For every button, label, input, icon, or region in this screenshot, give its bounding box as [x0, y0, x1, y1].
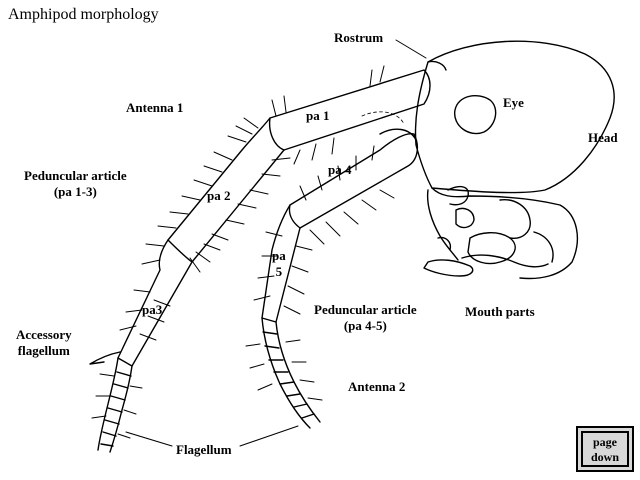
mouthpart-8: [499, 199, 531, 239]
label-antenna-2: Antenna 2: [348, 379, 406, 394]
label-eye: Eye: [503, 95, 524, 110]
head-outline: [414, 40, 615, 194]
head-lower: [431, 187, 579, 280]
label-accessory-line1: Accessory: [16, 327, 72, 342]
a2-flagellum-left: [261, 317, 311, 429]
label-pa3: pa3: [142, 302, 163, 317]
rostrum-leader: [395, 39, 427, 59]
eye-outline: [454, 94, 497, 135]
label-head: Head: [588, 130, 618, 145]
page-down-label-line1: page: [593, 435, 617, 449]
mouthpart-2: [447, 185, 469, 206]
label-mouth-parts: Mouth parts: [465, 304, 535, 319]
a2-setae: [245, 145, 395, 401]
page-down-button-face[interactable]: page down: [581, 431, 629, 467]
a1-setae: [91, 65, 385, 439]
label-rostrum: Rostrum: [334, 30, 384, 45]
a2-pa4-base: [379, 128, 417, 141]
mouthpart-7: [437, 236, 452, 251]
label-peduncular-article-4-5: Peduncular article (pa 4-5): [314, 302, 417, 334]
diagram-title: Amphipod morphology: [8, 6, 159, 23]
flagellum-leader-left: [125, 431, 173, 447]
label-antenna-1: Antenna 1: [126, 100, 184, 115]
mouthpart-6: [423, 259, 474, 277]
label-pa1: pa 1: [306, 108, 330, 123]
faint-outline: [361, 111, 405, 125]
a1-flagellum-right: [109, 365, 133, 453]
rostrum-tip: [427, 60, 447, 71]
label-flagellum: Flagellum: [176, 442, 232, 457]
label-peduncular-45-line2: (pa 4-5): [343, 318, 387, 333]
label-pa5-line2: 5: [275, 264, 283, 279]
a2-pa4: [288, 133, 419, 229]
label-peduncular-article-1-3: Peduncular article (pa 1-3): [24, 168, 127, 200]
label-peduncular-13-line2: (pa 1-3): [53, 184, 97, 199]
page-down-button[interactable]: page down: [576, 426, 634, 472]
page-down-label-line2: down: [590, 450, 619, 464]
mouthpart-5: [461, 254, 549, 268]
label-peduncular-13-line1: Peduncular article: [24, 168, 127, 183]
label-accessory-flagellum: Accessory flagellum: [16, 327, 72, 359]
label-peduncular-45-line1: Peduncular article: [314, 302, 417, 317]
a1-flagellum-segments: [100, 371, 132, 447]
mouthpart-9: [533, 231, 554, 263]
a1-pa3: [117, 239, 193, 367]
label-pa5: pa 5: [272, 248, 286, 280]
a1-flagellum-left: [97, 357, 119, 451]
mouthpart-4: [467, 232, 516, 265]
a1-accessory-flagellum: [89, 351, 121, 365]
mouthpart-1: [426, 189, 459, 261]
mouthpart-3: [455, 207, 475, 229]
a1-pa1: [268, 69, 431, 151]
a2-flagellum-segments: [262, 331, 315, 419]
flagellum-leader-right: [239, 425, 299, 447]
label-pa5-line1: pa: [272, 248, 286, 263]
label-accessory-line2: flagellum: [17, 343, 70, 358]
label-pa2: pa 2: [207, 188, 231, 203]
label-pa4: pa 4: [328, 162, 352, 177]
